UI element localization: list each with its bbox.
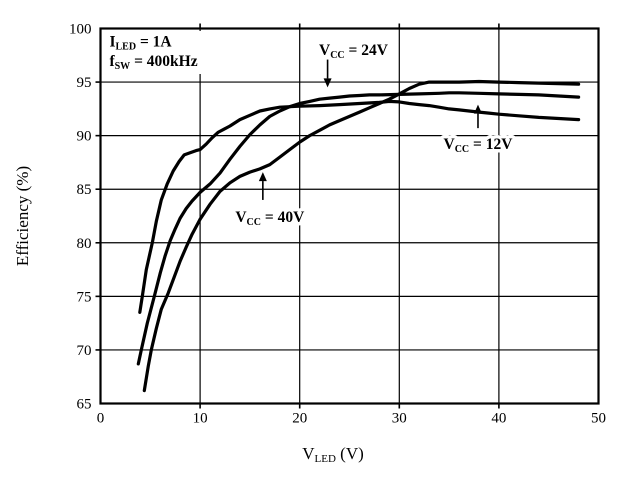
series-label-arrowhead-2 (473, 104, 482, 114)
y-tick-label: 70 (77, 343, 92, 359)
series-curve-1 (138, 99, 581, 314)
x-axis-title: VLED (V) (302, 444, 364, 465)
series-label-1: VCC = 24V (319, 42, 389, 61)
series-label-2: VCC = 12V (444, 136, 514, 155)
x-tick-label: 0 (97, 411, 105, 427)
y-axis-title: Efficiency (%) (13, 166, 32, 266)
condition-line-2: fSW = 400kHz (109, 53, 197, 72)
x-tick-label: 50 (591, 411, 606, 427)
plot-border (99, 27, 600, 405)
series-label-arrowhead-3 (258, 172, 267, 182)
series-label-arrowhead-1 (323, 78, 332, 88)
y-tick-label: 80 (77, 236, 92, 252)
y-tick-label: 90 (77, 129, 92, 145)
y-tick-label: 65 (77, 397, 92, 413)
y-tick-label: 75 (77, 289, 92, 305)
y-tick-label: 95 (77, 75, 92, 91)
series-curve-3 (142, 79, 581, 393)
y-tick-label: 85 (77, 182, 92, 198)
y-tick-label: 100 (69, 22, 92, 38)
series-curve-2 (136, 91, 581, 366)
x-tick-label: 10 (193, 411, 208, 427)
x-tick-label: 30 (392, 411, 407, 427)
conditions-backplate (105, 31, 233, 74)
condition-line-1: ILED = 1A (109, 34, 172, 53)
series-label-3: VCC = 40V (235, 209, 305, 228)
x-tick-label: 20 (292, 411, 307, 427)
x-tick-label: 40 (491, 411, 506, 427)
